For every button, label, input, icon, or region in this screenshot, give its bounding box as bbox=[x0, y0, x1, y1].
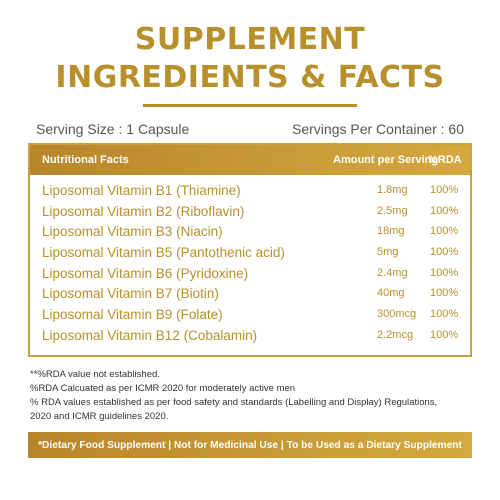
ingredient-amount: 2.5mg bbox=[377, 204, 408, 217]
ingredient-rda: 100% bbox=[430, 225, 459, 238]
ingredient-name: Liposomal Vitamin B7 (Biotin) bbox=[42, 286, 219, 302]
ingredient-amount: 300mcg bbox=[377, 308, 417, 321]
header-nutritional-facts: Nutritional Facts bbox=[42, 154, 129, 166]
footnote: %RDA Calcuated as per ICMR 2020 for mode… bbox=[30, 383, 296, 394]
ingredient-rda: 100% bbox=[430, 266, 459, 279]
ingredient-amount: 18mg bbox=[377, 225, 405, 238]
footnotes: **%RDA value not established. %RDA Calcu… bbox=[30, 368, 480, 424]
ingredient-name: Liposomal Vitamin B2 (Riboflavin) bbox=[42, 203, 245, 219]
ingredient-amount: 5mg bbox=[377, 246, 399, 259]
table-row: Liposomal Vitamin B12 (Cobalamin) 2.2mcg… bbox=[30, 326, 470, 347]
ingredient-name: Liposomal Vitamin B5 (Pantothenic acid) bbox=[42, 245, 285, 261]
ingredient-rda: 100% bbox=[430, 246, 459, 259]
ingredient-rda: 100% bbox=[430, 184, 459, 196]
ingredient-name: Liposomal Vitamin B6 (Pyridoxine) bbox=[42, 265, 249, 281]
servings-per-container: Servings Per Container : 60 bbox=[292, 121, 464, 137]
title-divider bbox=[143, 104, 357, 107]
table-row: Liposomal Vitamin B7 (Biotin) 40mg 100% bbox=[30, 284, 470, 305]
footnote: **%RDA value not established. bbox=[30, 369, 160, 380]
ingredient-name: Liposomal Vitamin B9 (Folate) bbox=[42, 307, 223, 323]
nutrition-facts-table: Nutritional Facts Amount per Serving %RD… bbox=[28, 143, 472, 357]
disclaimer-banner: *Dietary Food Supplement | Not for Medic… bbox=[28, 432, 472, 458]
ingredient-rda: 100% bbox=[430, 204, 459, 217]
table-row: Liposomal Vitamin B5 (Pantothenic acid) … bbox=[30, 243, 470, 264]
table-row: Liposomal Vitamin B9 (Folate) 300mcg 100… bbox=[30, 305, 470, 326]
ingredient-name: Liposomal Vitamin B1 (Thiamine) bbox=[42, 183, 241, 198]
header-rda: %RDA bbox=[428, 154, 462, 166]
ingredient-amount: 40mg bbox=[377, 287, 405, 300]
footnote: % RDA values established as per food saf… bbox=[30, 397, 438, 408]
ingredient-rda: 100% bbox=[430, 308, 459, 321]
table-row: Liposomal Vitamin B1 (Thiamine) 1.8mg 10… bbox=[30, 181, 470, 202]
serving-size: Serving Size : 1 Capsule bbox=[36, 121, 190, 137]
ingredient-name: Liposomal Vitamin B3 (Niacin) bbox=[42, 224, 223, 240]
header-amount-per-serving: Amount per Serving bbox=[333, 154, 439, 166]
page-title-line-1: SUPPLEMENT bbox=[134, 22, 366, 57]
table-row: Liposomal Vitamin B3 (Niacin) 18mg 100% bbox=[30, 222, 470, 243]
table-header: Nutritional Facts Amount per Serving %RD… bbox=[30, 145, 470, 175]
serving-info: Serving Size : 1 Capsule Servings Per Co… bbox=[36, 121, 464, 137]
ingredient-rda: 100% bbox=[430, 328, 459, 341]
ingredient-rda: 100% bbox=[430, 287, 459, 300]
ingredient-amount: 1.8mg bbox=[377, 184, 408, 196]
table-row: Liposomal Vitamin B2 (Riboflavin) 2.5mg … bbox=[30, 202, 470, 223]
table-body: Liposomal Vitamin B1 (Thiamine) 1.8mg 10… bbox=[30, 175, 470, 347]
ingredient-amount: 2.4mg bbox=[377, 266, 408, 279]
footnote: 2020 and ICMR guidelines 2020. bbox=[30, 411, 169, 422]
page-title-line-2: INGREDIENTS & FACTS bbox=[55, 60, 445, 95]
ingredient-amount: 2.2mcg bbox=[377, 328, 414, 341]
table-row: Liposomal Vitamin B6 (Pyridoxine) 2.4mg … bbox=[30, 264, 470, 285]
ingredient-name: Liposomal Vitamin B12 (Cobalamin) bbox=[42, 327, 258, 343]
